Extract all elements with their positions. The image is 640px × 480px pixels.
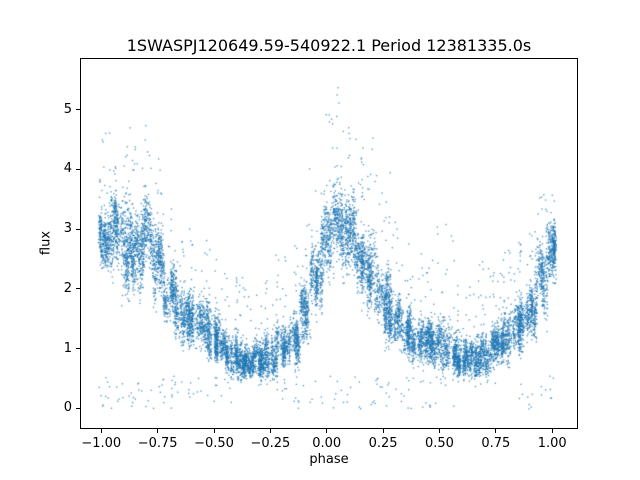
y-tick-label: 2: [63, 280, 72, 296]
y-tick-mark: [76, 109, 80, 111]
y-tick-mark: [76, 348, 80, 350]
x-tick-label: 1.00: [537, 436, 567, 451]
x-tick-label: 0.75: [481, 436, 511, 451]
y-tick-label: 0: [63, 400, 72, 416]
x-tick-label: −0.75: [137, 436, 178, 451]
y-tick-label: 1: [63, 340, 72, 356]
x-tick-mark: [100, 429, 102, 433]
y-tick-mark: [76, 168, 80, 170]
scatter-canvas: [81, 59, 577, 428]
x-tick-mark: [213, 429, 215, 433]
x-tick-mark: [438, 429, 440, 433]
x-tick-label: 0.50: [424, 436, 454, 451]
x-axis-label: phase: [309, 452, 349, 467]
x-tick-label: −1.00: [81, 436, 122, 451]
x-tick-label: −0.50: [194, 436, 234, 451]
x-tick-mark: [157, 429, 159, 433]
plot-area: [80, 58, 578, 429]
x-tick-mark: [382, 429, 384, 433]
x-tick-mark: [269, 429, 271, 433]
chart-title: 1SWASPJ120649.59-540922.1 Period 1238133…: [126, 36, 532, 55]
y-tick-label: 3: [63, 221, 72, 237]
y-tick-label: 5: [63, 101, 72, 117]
y-tick-mark: [76, 228, 80, 230]
x-tick-mark: [551, 429, 553, 433]
x-tick-label: 0.25: [368, 436, 398, 451]
y-tick-mark: [76, 407, 80, 409]
x-tick-label: 0.00: [312, 436, 342, 451]
x-tick-mark: [326, 429, 328, 433]
y-tick-label: 4: [63, 161, 72, 177]
x-tick-label: −0.25: [250, 436, 291, 451]
x-tick-mark: [495, 429, 497, 433]
y-tick-mark: [76, 288, 80, 290]
